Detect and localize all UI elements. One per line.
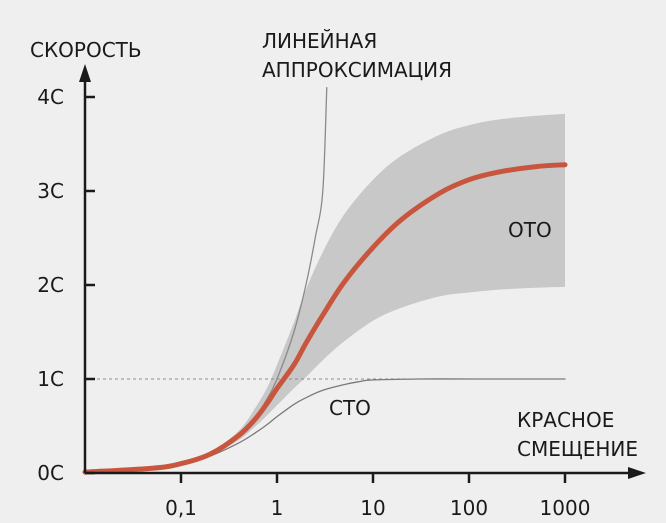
axes [79, 64, 646, 479]
ticks: 0С 1С 2С 3С 4С 0,1 1 10 100 1000 [37, 85, 590, 520]
x-axis-label-line-2: СМЕЩЕНИЕ [517, 437, 638, 461]
y-tick-label: 3С [37, 179, 64, 203]
gr-series-label: ОТО [508, 218, 552, 242]
y-tick-label: 4С [37, 85, 64, 109]
y-tick-label: 0С [37, 461, 64, 485]
y-axis-label: СКОРОСТЬ [30, 38, 142, 62]
gr-uncertainty-band [85, 113, 565, 473]
x-tick-label: 1000 [540, 496, 591, 520]
sr-line [84, 378, 566, 473]
gr-uncertainty-band-area [85, 113, 565, 473]
x-axis-arrow-icon [628, 467, 646, 479]
x-tick-label: 10 [360, 496, 385, 520]
linear-approximation-label-line-2: АППРОКСИМАЦИЯ [262, 58, 452, 82]
linear-approximation-line [84, 86, 328, 473]
x-axis-label-line-1: КРАСНОЕ [517, 408, 614, 432]
x-tick-label: 100 [450, 496, 488, 520]
y-tick-label: 1С [37, 367, 64, 391]
x-tick-label: 0,1 [165, 496, 197, 520]
linear-approximation-label-line-1: ЛИНЕЙНАЯ [262, 29, 377, 53]
y-tick-label: 2С [37, 273, 64, 297]
gr-line [82, 162, 568, 475]
y-axis-arrow-icon [79, 64, 91, 82]
sr-series-label: СТО [329, 396, 371, 420]
series-lines [82, 86, 568, 475]
x-tick-label: 1 [271, 496, 284, 520]
